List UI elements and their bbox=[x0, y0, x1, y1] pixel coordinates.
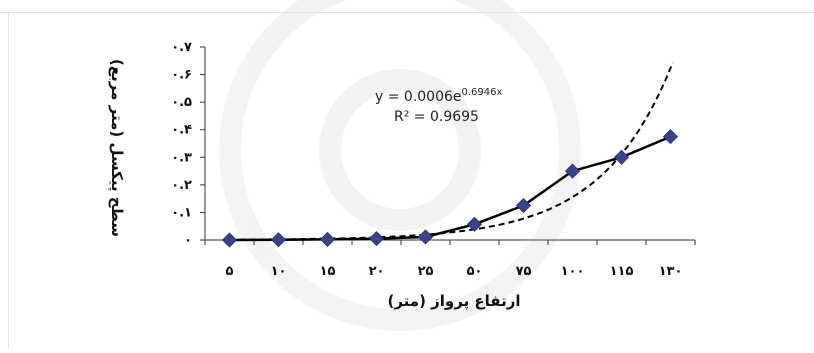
x-axis-title: ارتفاع پرواز (متر) bbox=[387, 292, 520, 311]
x-tick-label: ۱۰۰ bbox=[561, 264, 585, 279]
x-tick-label: ۱۱۵ bbox=[610, 264, 634, 279]
data-point-marker bbox=[515, 197, 532, 214]
x-tick-label: ۵ bbox=[226, 264, 234, 279]
y-axis-title: سطح پیکسل (متر مربع) bbox=[107, 59, 126, 237]
y-ticks: ۰ ۰.۱ ۰.۲ ۰.۳ ۰.۴ ۰.۵ ۰.۶ ۰.۷ bbox=[171, 40, 205, 248]
r-squared-label: R² = 0.9695 bbox=[394, 109, 479, 125]
series-group bbox=[229, 135, 671, 242]
markers-group bbox=[221, 129, 679, 248]
x-tick-label: ۲۵ bbox=[418, 264, 434, 279]
y-tick-label: ۰.۱ bbox=[171, 205, 192, 220]
series-line bbox=[229, 135, 671, 242]
data-point-marker bbox=[466, 216, 483, 232]
trend-equation: y = 0.0006e0.6946x bbox=[375, 87, 503, 105]
x-tick-label: ۲۰ bbox=[369, 264, 385, 279]
data-point-marker bbox=[221, 232, 238, 248]
page-border-top bbox=[0, 12, 814, 13]
y-tick-label: ۰.۷ bbox=[171, 40, 192, 55]
y-tick-label: ۰ bbox=[184, 233, 192, 248]
x-tick-label: ۱۳۰ bbox=[659, 264, 683, 279]
data-point-marker bbox=[368, 231, 385, 247]
x-tick-label: ۱۰ bbox=[271, 264, 287, 279]
data-point-marker bbox=[319, 231, 336, 248]
data-point-marker bbox=[613, 149, 630, 165]
x-tick-label: ۱۵ bbox=[320, 264, 336, 279]
y-tick-label: ۰.۴ bbox=[171, 123, 192, 138]
x-tick-label: ۷۵ bbox=[516, 264, 532, 279]
page-border-left bbox=[8, 12, 9, 349]
trend-equation-base: y = 0.0006e bbox=[375, 89, 462, 105]
y-tick-label: ۰.۲ bbox=[171, 178, 192, 193]
y-tick-label: ۰.۵ bbox=[171, 95, 192, 110]
data-point-marker bbox=[564, 163, 581, 179]
x-tick-label: ۵۰ bbox=[467, 264, 483, 279]
data-point-marker bbox=[270, 232, 287, 248]
watermark-ornament bbox=[219, 0, 581, 331]
y-tick-label: ۰.۳ bbox=[171, 150, 192, 165]
data-point-marker bbox=[662, 129, 679, 145]
data-point-marker bbox=[417, 229, 434, 245]
y-tick-label: ۰.۶ bbox=[171, 68, 192, 83]
trend-equation-exponent: 0.6946x bbox=[462, 87, 503, 98]
x-ticks: ۵ ۱۰ ۱۵ ۲۰ ۲۵ ۵۰ ۷۵ ۱۰۰ ۱۱۵ ۱۳۰ bbox=[204, 240, 696, 279]
